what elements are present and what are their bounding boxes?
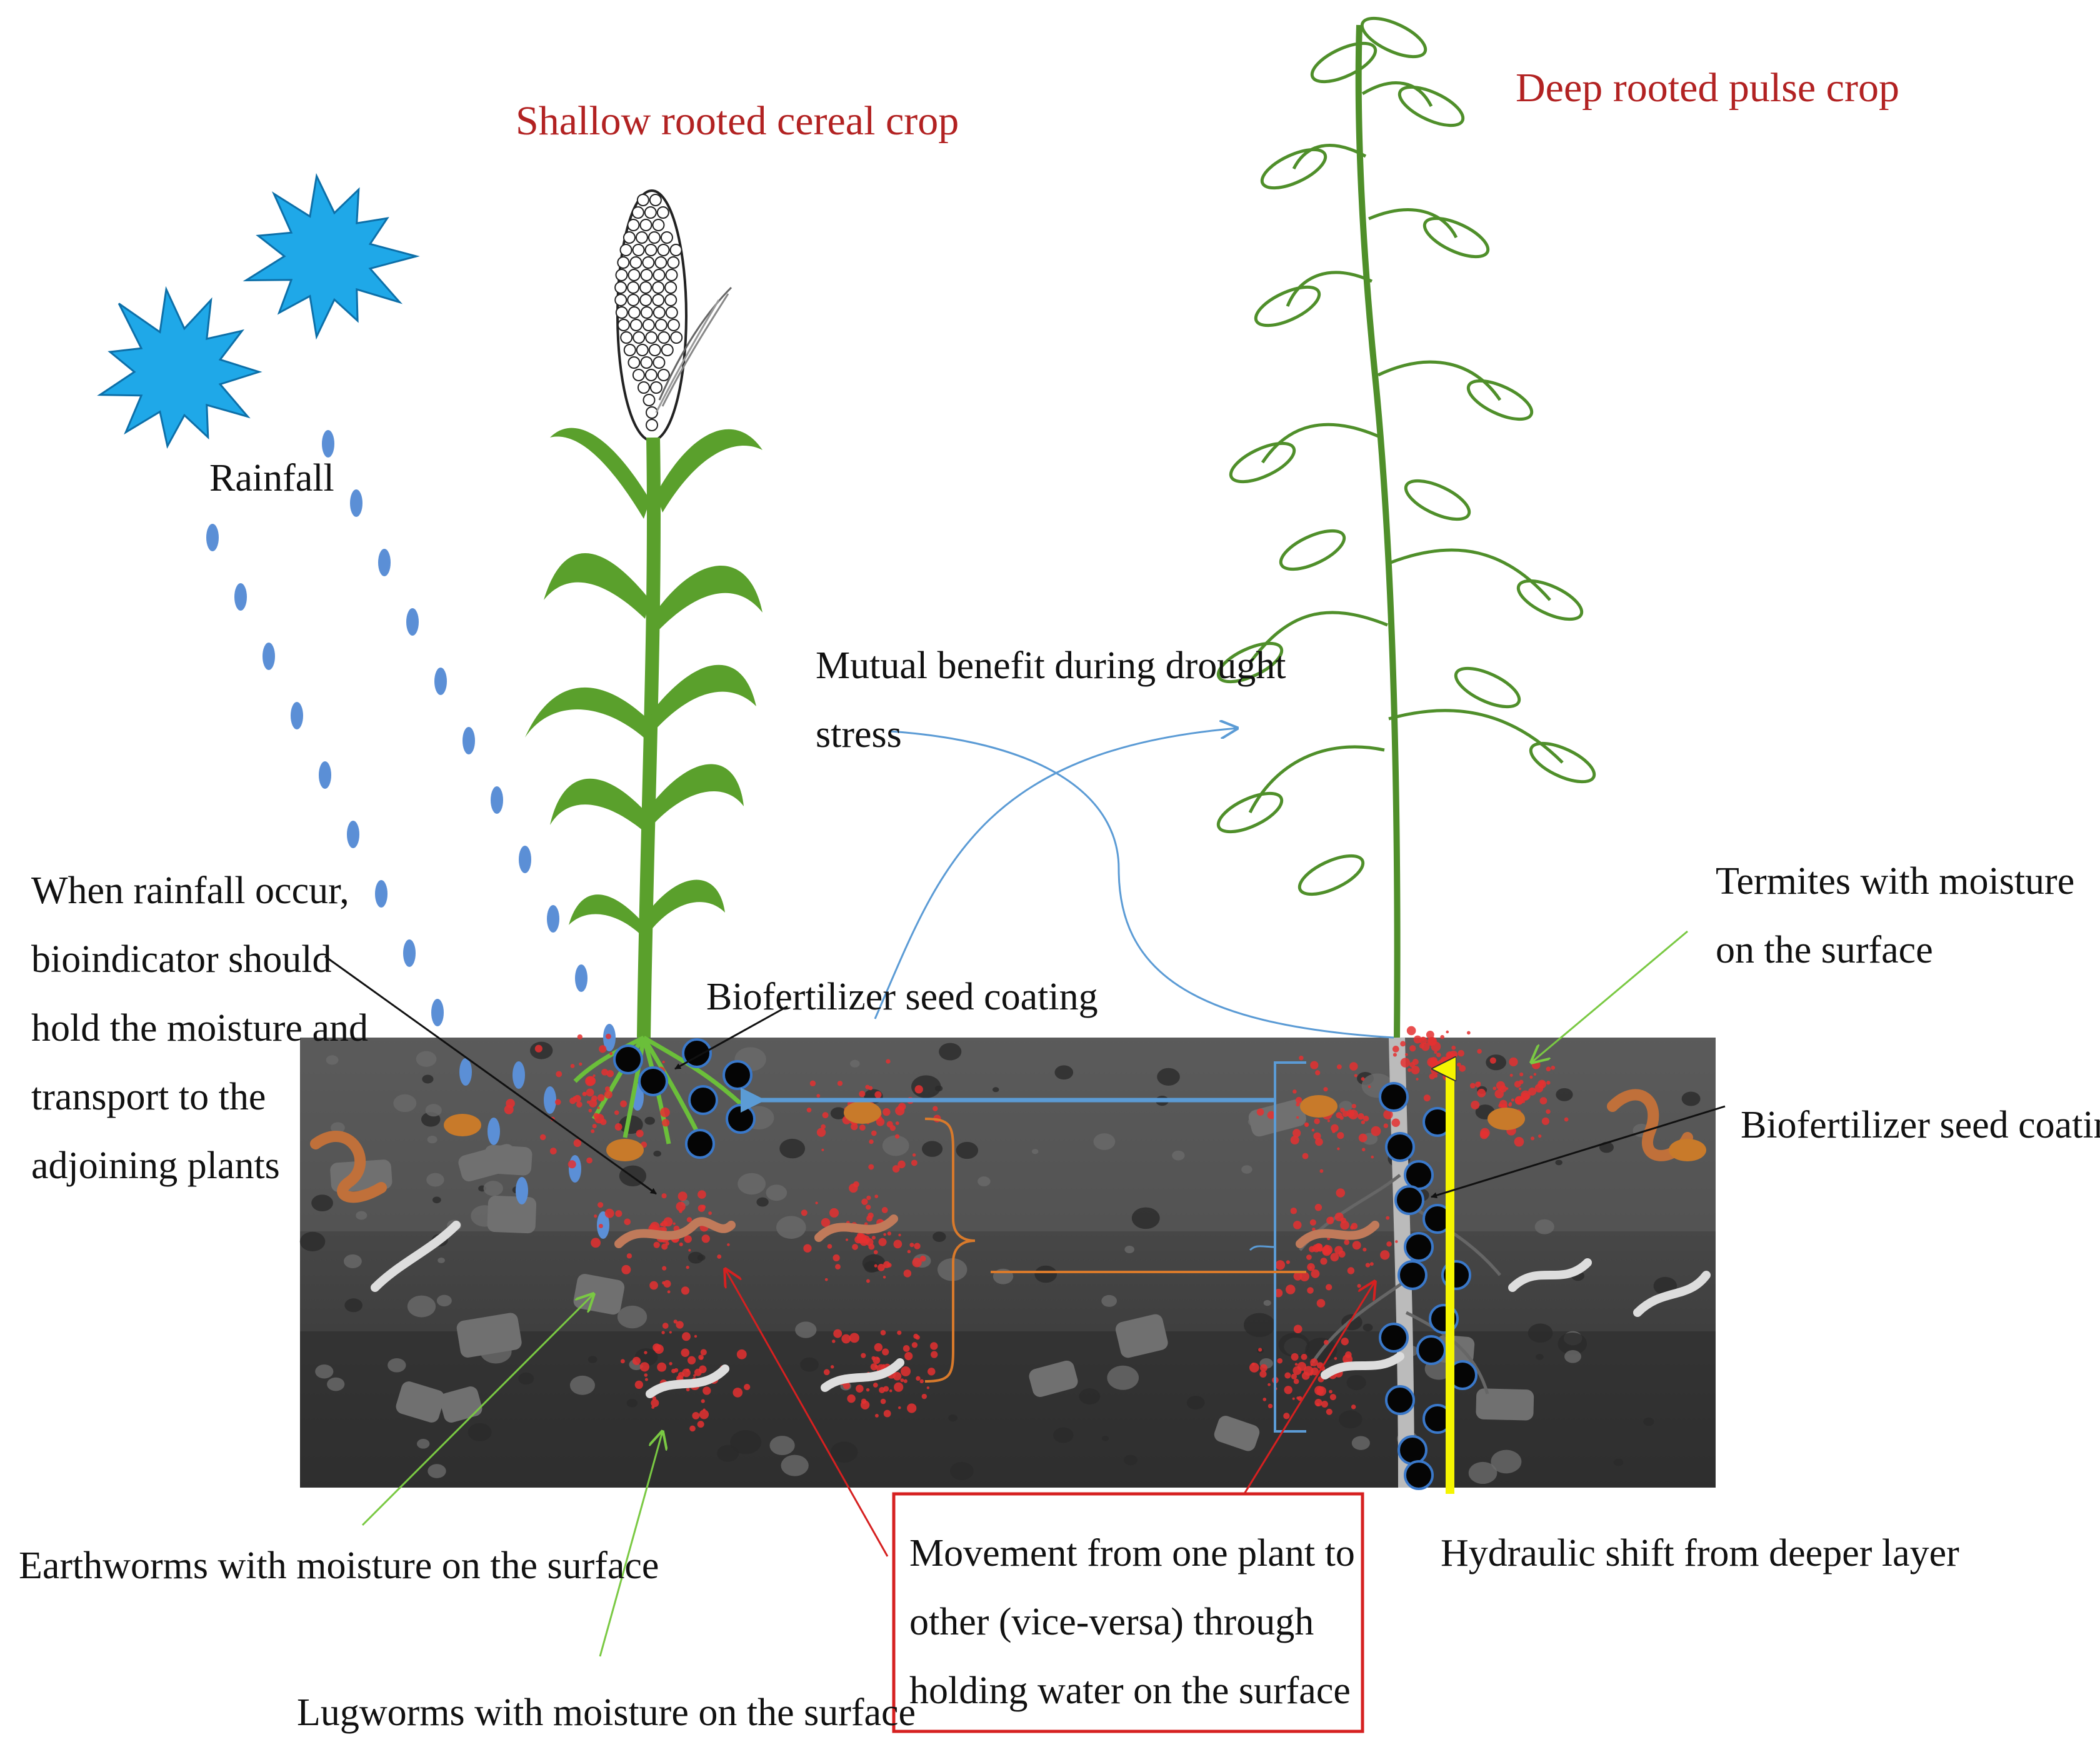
raindrop bbox=[375, 880, 388, 908]
raindrop bbox=[262, 643, 275, 670]
rainfall-label: Rainfall bbox=[209, 457, 334, 499]
mutual-benefit-curve-b bbox=[890, 730, 1394, 1039]
when-rainfall-line3: hold the moisture and bbox=[31, 1007, 368, 1049]
raindrop bbox=[234, 583, 247, 611]
pointer-lugworms bbox=[599, 1431, 662, 1657]
when-rainfall-line2: bioindicator should bbox=[31, 938, 331, 981]
cereal-plant-icon bbox=[525, 189, 762, 1144]
when-rainfall-line1: When rainfall occur, bbox=[31, 869, 349, 912]
raindrop bbox=[597, 1211, 609, 1239]
pointer-biofert-left bbox=[674, 1005, 788, 1070]
termite-icon bbox=[444, 1095, 1706, 1161]
movement-line1: Movement from one plant to bbox=[909, 1532, 1355, 1574]
mutual-benefit-line1: Mutual benefit during drought bbox=[816, 644, 1286, 687]
movement-line3: holding water on the surface bbox=[909, 1669, 1351, 1712]
termites-line1: Termites with moisture bbox=[1716, 860, 2074, 903]
sun-icon bbox=[97, 173, 420, 449]
soil-block bbox=[299, 1038, 1716, 1488]
raindrop bbox=[569, 1155, 581, 1183]
biofert-left-label: Biofertilizer seed coating bbox=[706, 976, 1098, 1018]
raindrop bbox=[491, 786, 503, 814]
pointer-bioindicator bbox=[324, 955, 657, 1195]
biofert-right-label: Biofertilizer seed coating bbox=[1741, 1104, 2100, 1146]
movement-box bbox=[892, 1492, 1364, 1733]
hydraulic-label: Hydraulic shift from deeper layer bbox=[1441, 1532, 1959, 1574]
termites-line2: on the surface bbox=[1716, 929, 1933, 971]
raindrop bbox=[319, 761, 331, 789]
panicle-grains bbox=[614, 194, 683, 431]
when-rainfall-line4: transport to the bbox=[31, 1076, 266, 1118]
raindrop bbox=[488, 1118, 500, 1145]
raindrop bbox=[547, 905, 559, 933]
pulse-title: Deep rooted pulse crop bbox=[1516, 65, 1899, 111]
pointer-movement-left bbox=[725, 1269, 889, 1557]
raindrop bbox=[512, 1061, 525, 1089]
raindrop bbox=[347, 821, 359, 848]
raindrop bbox=[378, 549, 391, 576]
seed-icon bbox=[613, 1038, 1478, 1490]
lugworm-icon bbox=[371, 1221, 1711, 1398]
raindrop bbox=[462, 727, 475, 754]
when-rainfall-line5: adjoining plants bbox=[31, 1144, 280, 1187]
raindrop bbox=[431, 999, 444, 1026]
cereal-title: Shallow rooted cereal crop bbox=[516, 98, 959, 144]
mutual-benefit-curve-a bbox=[874, 728, 1238, 1019]
pointer-termites bbox=[1531, 930, 1688, 1063]
earthworm-cluster-icon bbox=[614, 1214, 1379, 1248]
raindrop bbox=[403, 939, 416, 967]
raindrop bbox=[575, 964, 588, 992]
bracket-orange bbox=[924, 1118, 976, 1383]
raindrop bbox=[459, 1058, 472, 1086]
lugworms-label: Lugworms with moisture on the surface bbox=[297, 1691, 916, 1734]
pointer-biofert-right bbox=[1431, 1105, 1726, 1199]
mutual-benefit-line2: stress bbox=[816, 713, 902, 756]
raindrop bbox=[350, 489, 362, 517]
raindrop bbox=[544, 1086, 556, 1114]
pointer-earthworms bbox=[361, 1294, 594, 1526]
raindrop bbox=[206, 524, 219, 551]
earthworms-label: Earthworms with moisture on the surface bbox=[19, 1544, 659, 1587]
raindrop bbox=[434, 668, 447, 695]
movement-line2: other (vice-versa) through bbox=[909, 1601, 1314, 1643]
raindrop bbox=[406, 608, 419, 636]
soil-pebbles bbox=[299, 1041, 1701, 1484]
raindrop bbox=[322, 430, 334, 458]
raindrop bbox=[519, 846, 531, 873]
raindrop bbox=[516, 1177, 528, 1204]
raindrop bbox=[291, 702, 303, 729]
pulse-leaves bbox=[1216, 16, 1596, 896]
pointer-movement-right bbox=[1224, 1281, 1375, 1526]
